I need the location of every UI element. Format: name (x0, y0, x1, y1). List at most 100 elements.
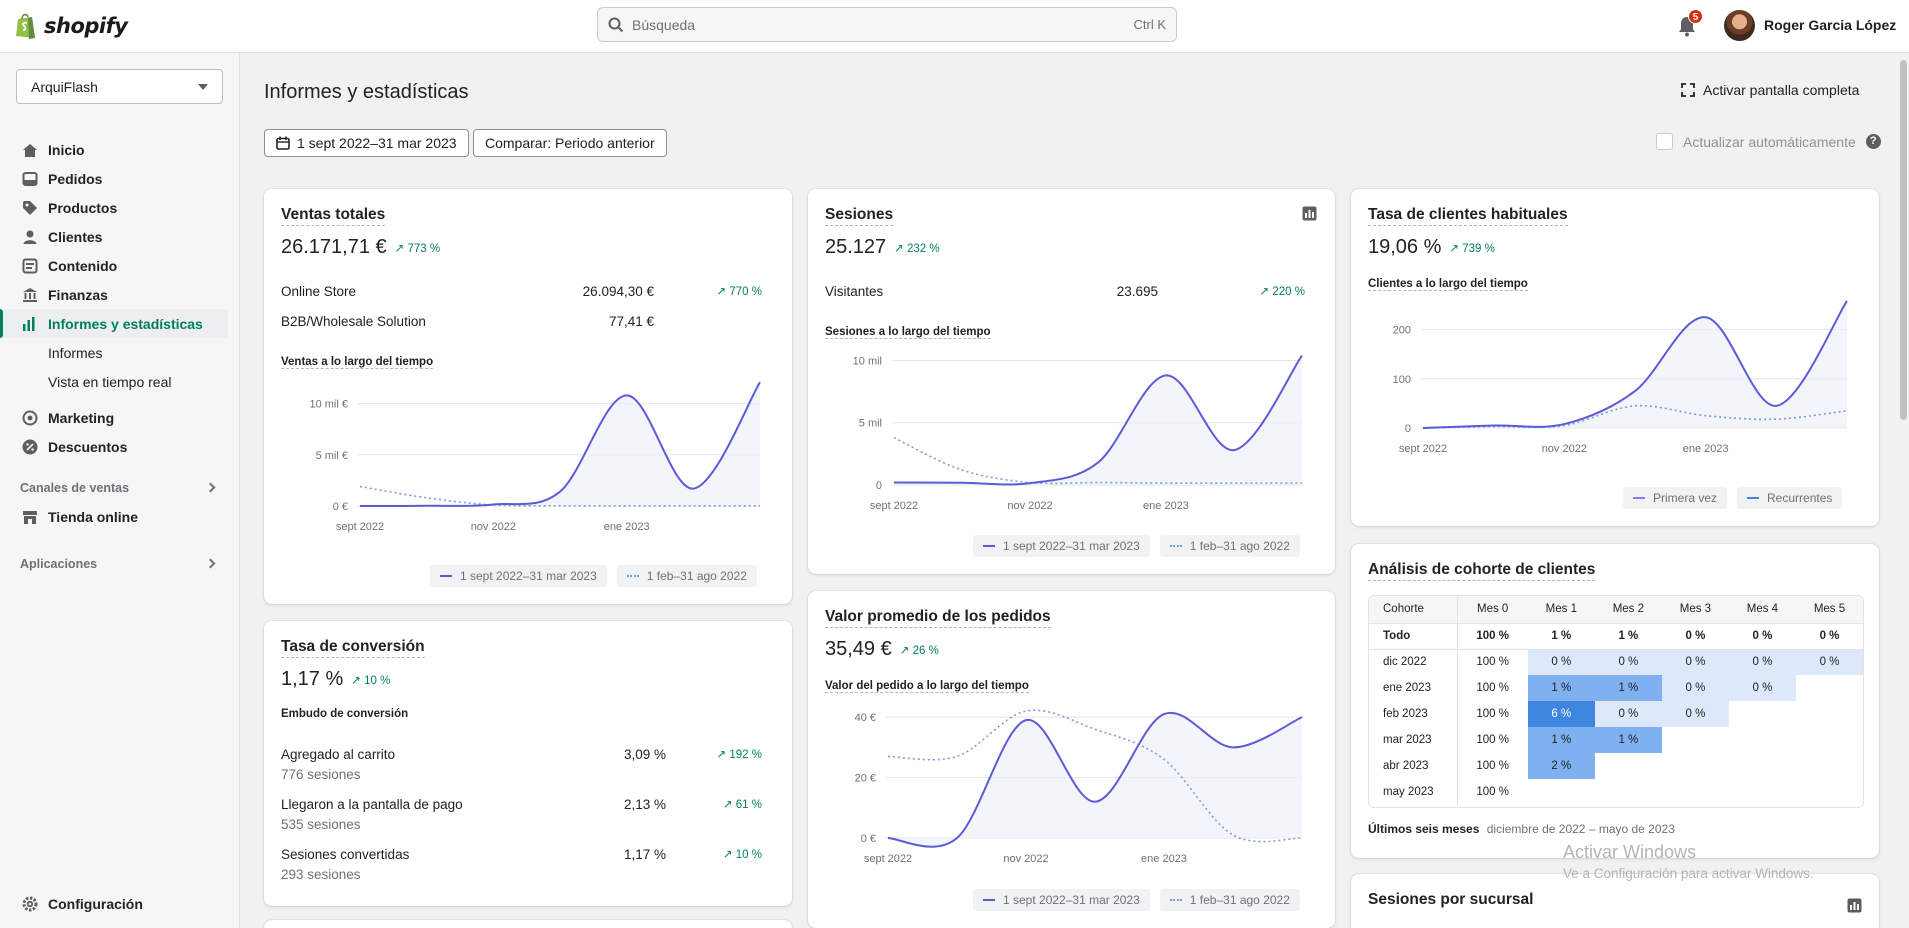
sidebar-subitem-informes[interactable]: Informes (48, 344, 103, 361)
row-delta: ↗ 192 % (716, 749, 762, 761)
marketing-icon (22, 410, 38, 426)
compare-label: Comparar: Periodo anterior (485, 135, 655, 151)
orders-icon (22, 171, 38, 187)
cohort-cell (1796, 675, 1863, 701)
card-title[interactable]: Tasa de clientes habituales (1368, 206, 1568, 226)
legend-previous[interactable]: 1 feb–31 ago 2022 (1159, 535, 1300, 557)
cohort-cell: Todo (1369, 623, 1458, 650)
windows-watermark-title: Activar Windows (1563, 842, 1697, 862)
x-tick-label: nov 2022 (471, 521, 516, 533)
cohort-cell (1662, 779, 1729, 805)
cohort-cell (1796, 753, 1863, 779)
avatar[interactable] (1724, 10, 1755, 41)
chart-title[interactable]: Clientes a lo largo del tiempo (1368, 278, 1528, 291)
scrollbar-thumb[interactable] (1900, 60, 1907, 420)
cohort-foot-label: Últimos seis meses (1368, 822, 1480, 836)
sidebar-item-contenido[interactable]: Contenido (0, 251, 240, 280)
cohort-cell (1595, 779, 1662, 805)
legend-first-time[interactable]: Primera vez (1623, 487, 1728, 509)
legend-label: 1 sept 2022–31 mar 2023 (1003, 893, 1140, 907)
search-input[interactable]: Búsqueda (632, 16, 696, 33)
legend-current[interactable]: 1 sept 2022–31 mar 2023 (973, 889, 1150, 911)
sidebar-section-canales-de-ventas[interactable]: Canales de ventas (0, 473, 240, 502)
cohort-cell: 0 % (1527, 649, 1595, 675)
legend-current[interactable]: 1 sept 2022–31 mar 2023 (430, 565, 607, 587)
y-tick-label: 100 (1393, 374, 1411, 386)
card-title[interactable]: Tasa de conversión (281, 638, 425, 658)
sidebar-item-finanzas[interactable]: Finanzas (0, 280, 240, 309)
sidebar-item-clientes[interactable]: Clientes (0, 222, 240, 251)
bank-icon (22, 287, 38, 303)
auto-update-checkbox[interactable] (1656, 133, 1673, 150)
sessions-chart: 0 5 mil 10 mil sept 2022 nov 2022 ene 2023 (853, 354, 1303, 512)
area-current (888, 712, 1302, 847)
page-scrollbar[interactable] (1898, 53, 1909, 928)
aov-value-group: 35,49 € ↗ 26 % (825, 638, 939, 661)
y-tick-label: 40 € (855, 712, 876, 724)
help-icon[interactable]: ? (1865, 134, 1881, 149)
card-title[interactable]: Sesiones por sucursal (1368, 891, 1534, 908)
row-label: Llegaron a la pantalla de pago (281, 797, 463, 812)
sidebar-item-informes-y-estadisticas[interactable]: Informes y estadísticas (0, 309, 228, 338)
sidebar-item-productos[interactable]: Productos (0, 193, 240, 222)
cohort-cell: 100 % (1457, 649, 1528, 675)
cohort-cell: 100 % (1457, 727, 1528, 753)
chart-title[interactable]: Sesiones a lo largo del tiempo (825, 326, 991, 339)
store-selector[interactable]: ArquiFlash (16, 69, 223, 104)
compare-button[interactable]: Comparar: Periodo anterior (473, 129, 667, 157)
chart-title[interactable]: Ventas a lo largo del tiempo (281, 356, 434, 369)
sidebar-section-aplicaciones[interactable]: Aplicaciones (0, 549, 240, 578)
card-title[interactable]: Ventas totales (281, 206, 386, 226)
sidebar-item-label: Informes y estadísticas (48, 315, 203, 332)
cohort-cell: dic 2022 (1369, 649, 1458, 675)
shopify-logo[interactable]: shopify (14, 12, 128, 40)
sidebar-item-tienda-online[interactable]: Tienda online (0, 502, 240, 531)
x-tick-label: nov 2022 (1542, 443, 1587, 455)
caret-down-icon (198, 83, 208, 90)
auto-update-toggle[interactable]: Actualizar automáticamente ? (1656, 133, 1881, 150)
chart-title[interactable]: Valor del pedido a lo largo del tiempo (825, 680, 1029, 693)
sessions-value: 25.127 (825, 236, 887, 258)
x-tick-label: sept 2022 (336, 521, 384, 533)
cohort-cell: 0 % (1728, 649, 1796, 675)
chart-type-icon[interactable] (1302, 206, 1317, 221)
user-name[interactable]: Roger Garcia López (1764, 17, 1897, 33)
sidebar-item-pedidos[interactable]: Pedidos (0, 164, 240, 193)
cohort-cell: abr 2023 (1369, 753, 1458, 779)
row-delta: ↗ 770 % (716, 286, 762, 298)
fullscreen-button[interactable]: Activar pantalla completa (1681, 82, 1859, 98)
cohort-cell (1796, 727, 1863, 753)
chart-type-icon[interactable] (1847, 898, 1862, 913)
delta-value: 739 % (1462, 242, 1495, 255)
card-title[interactable]: Sesiones (825, 206, 894, 226)
cohort-cell: 1 % (1527, 623, 1595, 650)
search-bar[interactable]: Búsqueda Ctrl K (597, 7, 1177, 42)
cohort-row: dic 2022 100 % 0 % 0 % 0 % 0 % 0 % (1369, 649, 1863, 675)
sidebar-item-label: Descuentos (48, 438, 128, 455)
sales-delta: ↗ 773 % (394, 242, 441, 255)
card-title[interactable]: Valor promedio de los pedidos (825, 608, 1051, 628)
sidebar-item-configuracion[interactable]: Configuración (0, 889, 240, 918)
row-delta: ↗ 220 % (1259, 286, 1305, 298)
cohort-cell: 100 % (1457, 753, 1528, 779)
row-sub: 293 sesiones (281, 867, 361, 882)
x-tick-label: sept 2022 (1399, 443, 1447, 455)
legend-previous[interactable]: 1 feb–31 ago 2022 (616, 565, 757, 587)
legend-returning[interactable]: Recurrentes (1737, 487, 1843, 509)
date-range-label: 1 sept 2022–31 mar 2023 (297, 135, 457, 151)
sidebar-item-descuentos[interactable]: Descuentos (0, 432, 240, 461)
tag-icon (22, 200, 38, 216)
row-value: 77,41 € (608, 314, 654, 329)
cohort-header: Mes 4 (1728, 596, 1796, 624)
row-label: Sesiones convertidas (281, 847, 410, 862)
card-title[interactable]: Análisis de cohorte de clientes (1368, 561, 1596, 581)
date-range-button[interactable]: 1 sept 2022–31 mar 2023 (264, 129, 469, 157)
sidebar-subitem-vista-en-tiempo-real[interactable]: Vista en tiempo real (48, 373, 172, 390)
sidebar-item-inicio[interactable]: Inicio (0, 135, 240, 164)
x-tick-label: sept 2022 (870, 500, 918, 512)
legend-previous[interactable]: 1 feb–31 ago 2022 (1159, 889, 1300, 911)
legend-current[interactable]: 1 sept 2022–31 mar 2023 (973, 535, 1150, 557)
cohort-header: Mes 5 (1795, 596, 1863, 624)
sidebar-item-marketing[interactable]: Marketing (0, 403, 240, 432)
delta-value: 10 % (364, 674, 391, 687)
